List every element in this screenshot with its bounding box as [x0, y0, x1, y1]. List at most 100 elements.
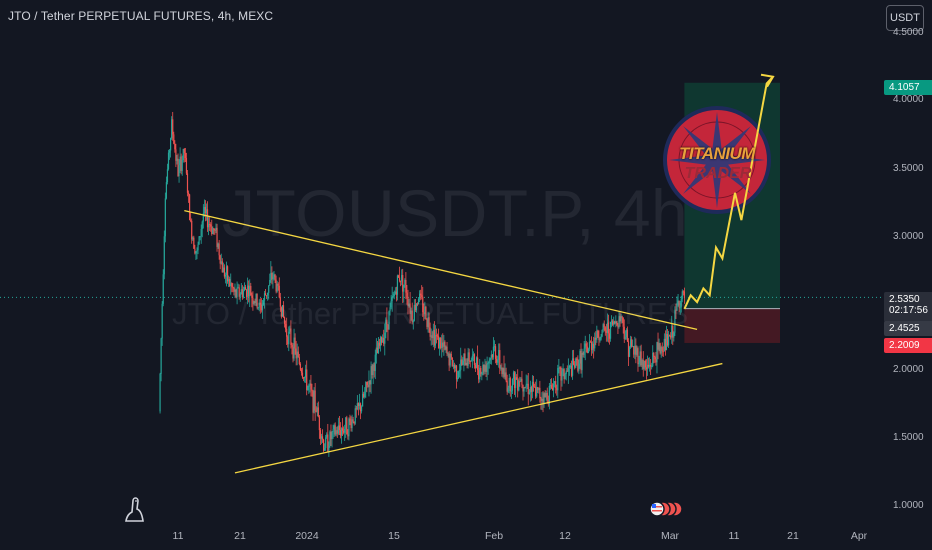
candle-body — [499, 350, 501, 369]
candle-body — [593, 343, 595, 349]
candle-body — [215, 227, 217, 231]
candle-body — [448, 353, 450, 366]
candle-body — [648, 364, 651, 367]
candle-body — [536, 387, 538, 397]
candle-body — [493, 346, 496, 348]
candle-body — [283, 317, 286, 325]
candle-body — [506, 380, 508, 392]
candle-body — [324, 448, 326, 451]
candle-body — [576, 358, 578, 360]
candle-body — [459, 369, 461, 372]
candle-body — [490, 354, 492, 359]
candle-body — [631, 339, 633, 347]
candle-body — [486, 363, 488, 372]
candle-body — [333, 425, 335, 430]
candle-body — [362, 393, 364, 407]
candle-body — [226, 266, 229, 282]
candle-body — [487, 363, 489, 365]
candle-body — [470, 360, 472, 362]
candle-body — [430, 335, 432, 337]
candle-body — [641, 359, 643, 366]
x-tick-label: 15 — [388, 530, 400, 542]
candle-body — [394, 291, 396, 294]
trendline-lower — [234, 362, 723, 474]
candle-body — [392, 296, 394, 298]
candle-body — [222, 267, 224, 273]
candle-body — [606, 322, 608, 333]
candle-body — [622, 317, 624, 327]
candle-body — [166, 169, 169, 183]
currency-button[interactable]: USDT — [886, 5, 924, 31]
candle-body — [340, 428, 343, 436]
candle-body — [440, 337, 442, 348]
last-price-value: 2.5350 — [889, 294, 920, 305]
candle-body — [462, 360, 464, 365]
y-tick-label: 2.0000 — [893, 364, 924, 375]
candle-body — [532, 381, 535, 387]
candle-body — [341, 428, 344, 431]
candle-body — [583, 348, 585, 355]
candle-body — [420, 293, 422, 296]
candle-body — [619, 316, 621, 322]
candle-body — [570, 365, 573, 376]
candle-body — [477, 357, 479, 371]
candle-body — [629, 339, 632, 348]
candle-body — [348, 418, 350, 437]
candle-body — [244, 287, 247, 290]
candle-body — [248, 285, 250, 297]
candle-body — [242, 290, 245, 298]
candle-body — [211, 226, 213, 235]
candle-body — [410, 310, 412, 315]
candle-body — [167, 152, 170, 170]
symbol-title[interactable]: JTO / Tether PERPETUAL FUTURES, 4h, MEXC — [8, 9, 274, 23]
candle-body — [612, 320, 614, 325]
candle-body — [509, 378, 511, 392]
x-tick-label: 11 — [172, 530, 184, 542]
candle-body — [681, 291, 683, 300]
candle-body — [613, 321, 615, 325]
candle-body — [647, 364, 650, 367]
stop-price-tag: 2.2009 — [884, 338, 932, 353]
candle-body — [163, 236, 165, 275]
candle-body — [205, 209, 208, 214]
x-tick-label: 2024 — [295, 530, 319, 542]
candle-body — [677, 300, 679, 304]
candle-body — [620, 316, 622, 322]
candle-body — [617, 325, 619, 328]
projection-path — [683, 76, 774, 310]
candle-body — [325, 437, 327, 449]
candle-body — [263, 293, 266, 301]
candle-body — [412, 320, 414, 323]
candle-body — [276, 283, 278, 292]
candle-body — [288, 331, 290, 345]
tradingview-logo-icon[interactable] — [123, 495, 145, 523]
candle-body — [172, 119, 174, 135]
candle-body — [354, 408, 356, 424]
candle-body — [552, 383, 555, 391]
candle-body — [599, 339, 601, 341]
candle-body — [589, 341, 592, 343]
events-badge-icon[interactable] — [648, 500, 684, 518]
watermark-description: JTO / Tether PERPETUAL FUTURES — [172, 296, 689, 331]
candle-body — [663, 338, 665, 352]
candle-body — [305, 369, 307, 378]
candle-body — [642, 359, 644, 369]
candle-body — [413, 304, 415, 321]
candle-body — [636, 348, 638, 355]
candle-body — [386, 319, 388, 325]
candle-body — [179, 156, 181, 166]
candle-body — [378, 342, 381, 346]
candle-body — [344, 428, 346, 433]
candle-body — [322, 439, 325, 451]
candle-body — [433, 329, 435, 346]
candle-body — [239, 293, 241, 297]
target-price-tag: 4.1057 — [884, 80, 932, 95]
candle-body — [217, 243, 219, 247]
candle-body — [159, 373, 161, 412]
candle-body — [162, 274, 164, 304]
candle-body — [182, 148, 184, 161]
candle-body — [203, 207, 205, 214]
candle-body — [587, 348, 589, 354]
